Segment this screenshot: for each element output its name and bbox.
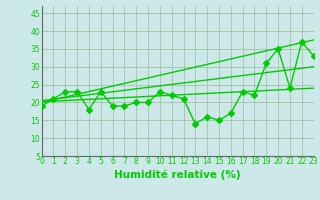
X-axis label: Humidité relative (%): Humidité relative (%) (114, 169, 241, 180)
